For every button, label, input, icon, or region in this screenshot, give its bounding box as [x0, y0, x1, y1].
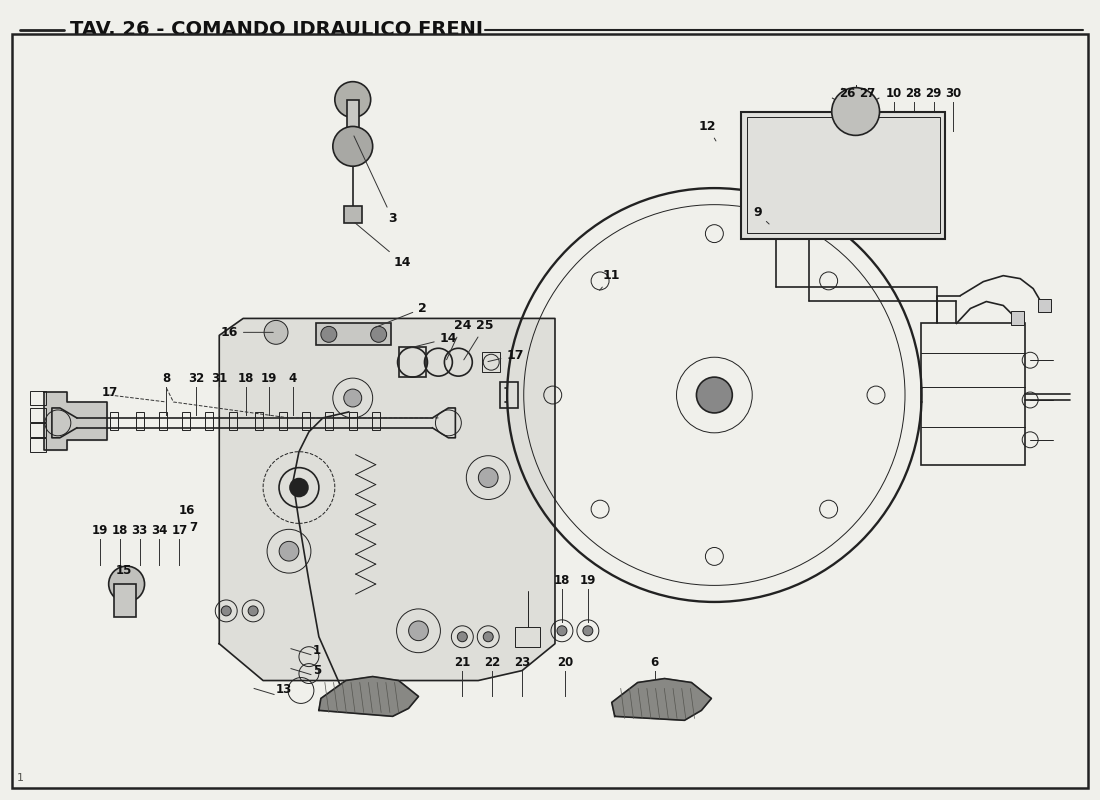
Bar: [301, 412, 310, 430]
Text: 20: 20: [557, 655, 573, 669]
Text: 23: 23: [514, 655, 530, 669]
Text: 31: 31: [211, 372, 228, 385]
Bar: [1038, 298, 1052, 313]
Bar: [741, 111, 946, 239]
Circle shape: [583, 626, 593, 636]
Text: 7: 7: [189, 522, 197, 534]
Circle shape: [557, 626, 566, 636]
Text: 4: 4: [289, 372, 297, 385]
Text: 34: 34: [152, 524, 167, 538]
Text: 32: 32: [188, 372, 205, 385]
Bar: [316, 323, 390, 346]
Bar: [1011, 311, 1024, 326]
Text: 16: 16: [178, 504, 195, 518]
Circle shape: [344, 389, 362, 407]
Bar: [30, 408, 46, 422]
Bar: [349, 412, 356, 430]
Text: 27: 27: [859, 86, 874, 99]
Bar: [229, 412, 238, 430]
Bar: [747, 118, 939, 233]
Polygon shape: [319, 677, 418, 716]
Text: 6: 6: [650, 655, 659, 669]
Text: TAV. 26 - COMANDO IDRAULICO FRENI: TAV. 26 - COMANDO IDRAULICO FRENI: [69, 21, 483, 39]
Text: 29: 29: [925, 86, 942, 99]
Circle shape: [109, 566, 144, 602]
Text: 17: 17: [101, 386, 118, 398]
Text: 13: 13: [276, 683, 293, 697]
Text: 21: 21: [454, 655, 471, 669]
Text: 15: 15: [116, 564, 132, 577]
Text: 16: 16: [220, 326, 273, 339]
Bar: [346, 99, 359, 139]
Circle shape: [290, 478, 308, 497]
Text: 18: 18: [553, 574, 570, 587]
Text: 17: 17: [488, 349, 524, 362]
Polygon shape: [219, 318, 556, 681]
Circle shape: [458, 632, 468, 642]
Bar: [324, 412, 333, 430]
Circle shape: [478, 468, 498, 487]
Text: 22: 22: [484, 655, 500, 669]
Text: 14: 14: [411, 332, 458, 347]
Circle shape: [696, 377, 733, 413]
Bar: [160, 412, 167, 430]
Text: 1: 1: [312, 644, 321, 657]
Circle shape: [321, 326, 337, 342]
Text: 19: 19: [580, 574, 596, 587]
Bar: [344, 206, 362, 223]
Bar: [110, 412, 118, 430]
Circle shape: [221, 606, 231, 616]
Bar: [30, 391, 46, 405]
Text: 18: 18: [238, 372, 254, 385]
Text: 26: 26: [838, 86, 855, 99]
Bar: [135, 412, 143, 430]
Bar: [30, 423, 46, 437]
Polygon shape: [612, 678, 712, 720]
Text: 25: 25: [464, 319, 494, 360]
Circle shape: [408, 621, 428, 641]
Bar: [500, 382, 518, 408]
Circle shape: [334, 82, 371, 118]
Bar: [255, 412, 263, 430]
Text: 17: 17: [172, 524, 187, 538]
Text: 5: 5: [312, 663, 321, 677]
Bar: [183, 412, 190, 430]
Bar: [372, 412, 379, 430]
Bar: [398, 347, 427, 377]
Text: 2: 2: [375, 302, 427, 327]
Bar: [206, 412, 213, 430]
Polygon shape: [44, 392, 107, 450]
Bar: [482, 352, 500, 372]
Bar: [113, 584, 135, 617]
Circle shape: [333, 126, 373, 166]
Text: 1: 1: [16, 773, 24, 783]
Text: 3: 3: [354, 136, 397, 226]
Text: 18: 18: [111, 524, 128, 538]
Bar: [921, 323, 1025, 465]
Bar: [279, 412, 287, 430]
Circle shape: [832, 88, 880, 135]
Bar: [515, 627, 540, 646]
Text: 10: 10: [886, 86, 902, 99]
Text: 14: 14: [355, 222, 411, 270]
Circle shape: [264, 321, 288, 344]
Circle shape: [371, 326, 386, 342]
Circle shape: [279, 542, 299, 561]
Text: 19: 19: [91, 524, 108, 538]
Circle shape: [249, 606, 258, 616]
Bar: [30, 438, 46, 452]
Text: 11: 11: [600, 269, 620, 290]
Text: 19: 19: [261, 372, 277, 385]
Text: 33: 33: [131, 524, 147, 538]
Text: 9: 9: [752, 206, 769, 224]
Circle shape: [483, 632, 493, 642]
Text: 8: 8: [163, 372, 170, 385]
Text: 12: 12: [698, 120, 716, 141]
Text: 24: 24: [447, 319, 471, 360]
Text: 28: 28: [905, 86, 922, 99]
Text: 30: 30: [945, 86, 961, 99]
